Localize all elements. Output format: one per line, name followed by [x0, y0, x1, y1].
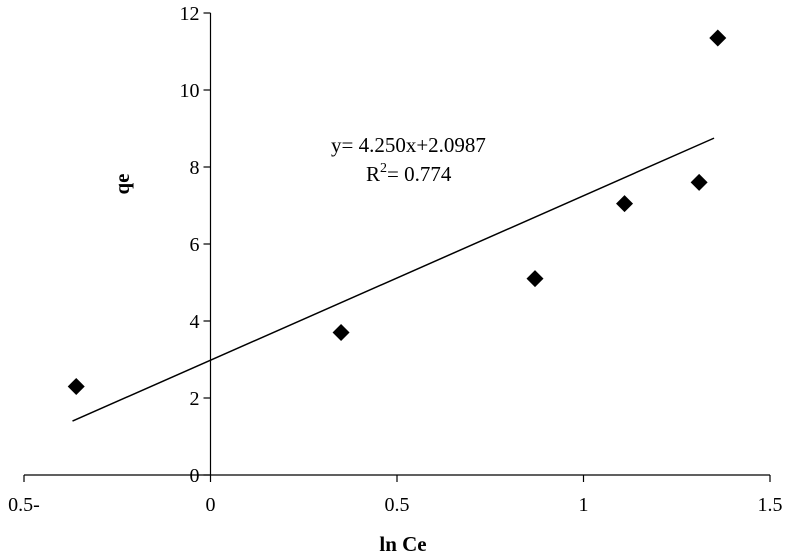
r-squared-superscript: 2 — [380, 161, 387, 176]
r-squared-annotation: R2= 0.774 — [366, 161, 452, 186]
r-squared-value: = 0.774 — [387, 162, 452, 186]
x-tick-label: 0.5 — [385, 494, 410, 516]
data-point — [332, 324, 350, 342]
y-axis-title: qe — [110, 174, 134, 195]
y-tick-label: 0 — [190, 465, 200, 487]
data-point — [616, 195, 634, 213]
x-axis-title: ln Ce — [379, 532, 426, 556]
y-tick-label: 12 — [180, 3, 200, 25]
data-points — [67, 29, 727, 395]
data-point — [526, 270, 544, 288]
trendline — [72, 137, 715, 422]
x-tick-label: 1.5 — [758, 494, 783, 516]
equation-annotation: y= 4.250x+2.0987 — [331, 133, 486, 157]
r-squared-prefix: R — [366, 162, 380, 186]
x-axis-ticks: 0.5- 0 0.5 1 1.5 — [8, 475, 783, 516]
y-axis-ticks: 0 2 4 6 8 10 12 — [180, 3, 211, 487]
x-tick-label: 0 — [206, 494, 216, 516]
data-point — [690, 173, 708, 191]
y-tick-label: 8 — [190, 157, 200, 179]
data-point — [709, 29, 727, 47]
data-point — [67, 377, 85, 395]
x-tick-label: 1 — [579, 494, 589, 516]
y-tick-label: 2 — [190, 388, 200, 410]
y-tick-label: 6 — [190, 234, 200, 256]
x-tick-label: 0.5- — [8, 494, 40, 516]
y-tick-label: 10 — [180, 80, 200, 102]
y-tick-label: 4 — [190, 311, 200, 333]
